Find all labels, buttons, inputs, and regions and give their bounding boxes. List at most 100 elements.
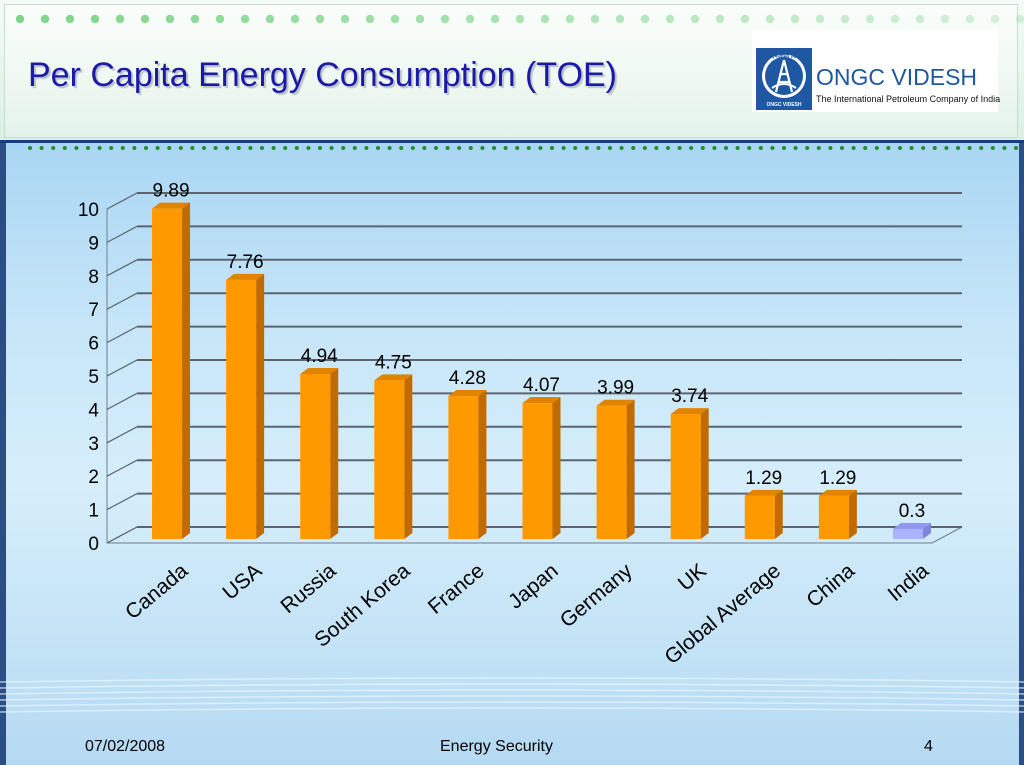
divider-dot [39, 146, 44, 150]
divider-dot [909, 146, 914, 150]
header-dot [65, 14, 75, 24]
bar [300, 374, 331, 539]
divider-dot [932, 146, 937, 150]
divider-dot [735, 146, 740, 150]
x-tick-label: USA [218, 559, 266, 604]
bar [818, 495, 849, 539]
divider-dot [213, 146, 218, 150]
divider-dot [329, 146, 334, 150]
header-dot [915, 14, 925, 24]
divider-dot [979, 146, 984, 150]
header-dot [640, 14, 650, 24]
divider-dot [294, 146, 299, 150]
y-tick-label: 6 [88, 334, 99, 355]
y-tick-label: 1 [88, 501, 99, 522]
bar-value-label: 4.28 [449, 368, 486, 389]
bar-value-label: 7.76 [227, 252, 264, 273]
divider-dot [874, 146, 879, 150]
bar-top [300, 368, 339, 375]
divider-dot [236, 146, 241, 150]
divider-dot [990, 146, 995, 150]
divider-dot [387, 146, 392, 150]
bar-side [700, 408, 709, 539]
divider-dot [248, 146, 253, 150]
y-tick-label: 0 [88, 534, 99, 555]
gridline-depth [106, 292, 138, 310]
divider-dot [28, 146, 32, 150]
divider-dot [782, 146, 786, 150]
header-dot [90, 14, 100, 24]
bar [892, 528, 923, 539]
header-dot [40, 14, 50, 24]
gridline-depth [106, 392, 138, 410]
divider-dot [666, 146, 670, 150]
divider-dot [155, 146, 160, 150]
bar-top [744, 489, 783, 496]
bar [744, 495, 775, 539]
header-dot [490, 14, 500, 24]
divider-dot [178, 146, 183, 150]
divider-dot [677, 146, 682, 150]
header-dot [565, 14, 575, 24]
divider-dot [445, 146, 450, 150]
header-dot [190, 14, 200, 24]
bar-value-label: 0.3 [899, 501, 925, 522]
divider-dot [793, 146, 798, 150]
ongc-emblem-icon [756, 48, 812, 110]
divider-dot [120, 146, 125, 150]
y-tick-label: 10 [78, 200, 99, 221]
divider-dot [457, 146, 462, 150]
footer-topic: Energy Security [440, 738, 553, 755]
divider-dot [828, 146, 833, 150]
divider-dot [816, 146, 821, 150]
header-dot [515, 14, 525, 24]
header-dot [790, 14, 800, 24]
bar-value-label: 9.89 [153, 181, 190, 202]
divider-dot [109, 146, 114, 150]
y-tick-label: 3 [88, 434, 99, 455]
ongc-videsh-logo: ओएनजीसी विदेश ONGC VIDESH ONGC VIDESH Th… [752, 30, 1000, 112]
gridline-depth [106, 526, 138, 544]
divider-dot [144, 146, 148, 150]
header-dot [390, 14, 400, 24]
y-tick-label: 7 [88, 300, 99, 321]
divider-dot [851, 146, 856, 150]
bar [522, 403, 553, 539]
divider-dot [561, 146, 566, 150]
footer-wave [0, 695, 1024, 701]
right-rail [1019, 143, 1024, 765]
divider-dot [318, 146, 322, 150]
bar-value-label: 1.29 [745, 468, 782, 489]
x-tick-label: UK [674, 559, 711, 595]
divider-dot [480, 146, 485, 150]
divider-dot [352, 146, 357, 150]
divider-dot [538, 146, 543, 150]
bar-value-label: 3.74 [671, 386, 708, 407]
divider-dot [341, 146, 346, 150]
x-tick-label: India [883, 559, 933, 606]
bar-side [182, 202, 191, 539]
header-dot [1015, 14, 1024, 24]
divider-dot [724, 146, 728, 150]
footer-date: 07/02/2008 [85, 738, 166, 755]
header-dot [740, 14, 750, 24]
slide-title: Per Capita Energy Consumption (TOE) [28, 56, 617, 94]
bar [152, 208, 183, 539]
divider-dot [190, 146, 195, 150]
header-dot [15, 14, 25, 24]
bar-top [670, 408, 709, 415]
bar-side [478, 390, 487, 539]
divider-dot [886, 146, 891, 150]
divider-dot [492, 146, 496, 150]
bar-top [374, 374, 413, 381]
footer-page-number: 4 [924, 738, 933, 755]
divider-dot [654, 146, 659, 150]
footer-wave [0, 689, 1024, 695]
header-dot [240, 14, 250, 24]
logo-hindi-text: ओएनजीसी विदेश [764, 54, 804, 60]
header-dot [115, 14, 125, 24]
divider-dot [967, 146, 972, 150]
gridline-depth [106, 493, 138, 511]
x-tick-label: China [802, 559, 859, 612]
